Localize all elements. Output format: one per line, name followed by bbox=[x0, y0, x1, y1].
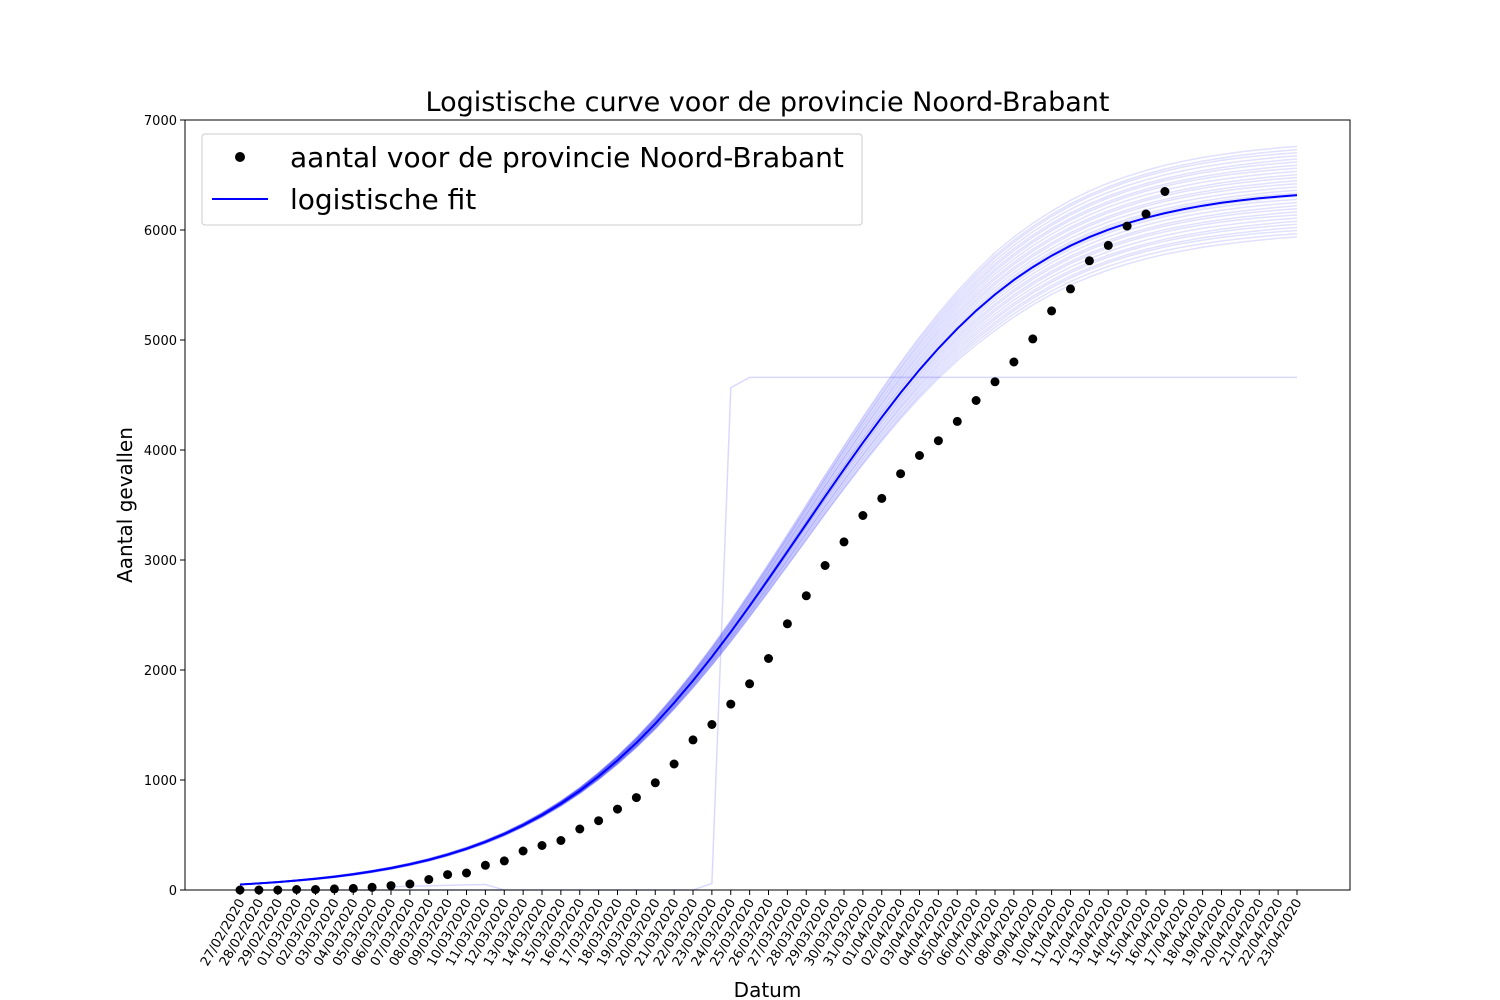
data-point bbox=[896, 469, 906, 479]
bootstrap-fit-line bbox=[239, 195, 1298, 886]
legend-label-data: aantal voor de provincie Noord-Brabant bbox=[290, 141, 844, 174]
data-point bbox=[669, 759, 679, 769]
data-point bbox=[820, 561, 830, 570]
y-tick-label: 7000 bbox=[144, 114, 177, 129]
y-tick-label: 0 bbox=[169, 884, 177, 899]
data-point bbox=[1103, 240, 1113, 250]
data-point bbox=[1028, 334, 1038, 344]
data-point bbox=[915, 451, 924, 460]
data-point bbox=[839, 537, 849, 547]
y-tick-label: 6000 bbox=[144, 224, 177, 239]
legend-label-fit: logistische fit bbox=[290, 183, 476, 216]
x-axis-ticks: 27/02/202028/02/202029/02/202001/03/2020… bbox=[198, 890, 1305, 969]
data-point bbox=[971, 396, 981, 405]
data-point bbox=[801, 591, 811, 601]
bootstrap-fit-line bbox=[239, 158, 1298, 886]
outlier-fit-line bbox=[240, 376, 1297, 891]
bootstrap-fit-line bbox=[239, 204, 1298, 886]
bootstrap-fit-lines bbox=[239, 145, 1298, 891]
y-tick-label: 5000 bbox=[144, 334, 177, 349]
bootstrap-fit-line bbox=[239, 170, 1298, 886]
data-point bbox=[933, 436, 943, 446]
data-point bbox=[499, 856, 509, 866]
data-point bbox=[1084, 256, 1094, 266]
bootstrap-fit-line bbox=[239, 226, 1298, 886]
data-point bbox=[329, 884, 339, 894]
bootstrap-fit-line bbox=[239, 161, 1298, 886]
bootstrap-fit-line bbox=[239, 211, 1298, 886]
bootstrap-fit-line bbox=[239, 223, 1298, 886]
data-point bbox=[688, 735, 698, 745]
data-point bbox=[480, 860, 490, 870]
x-axis-label: Datum bbox=[734, 978, 802, 1000]
data-point bbox=[518, 846, 528, 856]
data-point bbox=[1066, 284, 1075, 294]
y-tick-label: 2000 bbox=[144, 664, 177, 679]
logistic-fit-line bbox=[239, 194, 1298, 886]
y-axis-label: Aantal gevallen bbox=[113, 427, 137, 583]
bootstrap-fit-line bbox=[239, 229, 1298, 886]
bootstrap-fit-line bbox=[239, 220, 1298, 886]
data-point bbox=[575, 824, 585, 834]
bootstrap-fit-line bbox=[239, 201, 1298, 886]
data-point bbox=[405, 879, 415, 889]
bootstrap-fit-line bbox=[239, 189, 1298, 886]
data-point bbox=[443, 870, 453, 880]
data-point bbox=[424, 875, 434, 884]
data-point bbox=[348, 883, 358, 893]
data-point bbox=[782, 619, 792, 629]
data-point bbox=[1141, 209, 1151, 219]
data-point bbox=[745, 679, 755, 689]
data-point bbox=[613, 804, 622, 814]
bootstrap-fit-line bbox=[239, 192, 1298, 886]
data-point bbox=[990, 377, 1000, 387]
bootstrap-fit-line bbox=[239, 176, 1298, 886]
data-point bbox=[1160, 187, 1170, 196]
data-point bbox=[462, 868, 471, 878]
bootstrap-fit-line bbox=[239, 173, 1298, 886]
bootstrap-fit-line bbox=[239, 186, 1298, 886]
data-point bbox=[631, 793, 641, 803]
logistic-fit-line-group bbox=[239, 194, 1298, 886]
data-point bbox=[1047, 306, 1057, 316]
y-tick-label: 3000 bbox=[144, 554, 177, 569]
bootstrap-fit-line bbox=[239, 198, 1298, 886]
bootstrap-fit-line bbox=[239, 183, 1298, 886]
y-tick-label: 4000 bbox=[144, 444, 177, 459]
legend: aantal voor de provincie Noord-Brabant l… bbox=[201, 133, 863, 226]
data-point bbox=[764, 654, 773, 663]
data-point bbox=[594, 816, 604, 826]
bootstrap-fit-line bbox=[239, 180, 1298, 886]
y-tick-label: 1000 bbox=[144, 774, 177, 789]
chart-title: Logistische curve voor de provincie Noor… bbox=[426, 87, 1110, 118]
data-point bbox=[556, 836, 566, 845]
data-point bbox=[952, 416, 962, 426]
bootstrap-fit-line bbox=[239, 232, 1298, 886]
data-point bbox=[726, 699, 736, 709]
bootstrap-fit-line bbox=[239, 151, 1298, 886]
bootstrap-fit-line bbox=[239, 164, 1298, 886]
legend-dot-marker bbox=[235, 152, 245, 162]
data-point bbox=[858, 511, 868, 520]
data-point bbox=[650, 778, 660, 788]
data-point bbox=[707, 720, 717, 729]
bootstrap-fit-line bbox=[239, 155, 1298, 886]
data-point bbox=[877, 493, 887, 503]
data-point bbox=[1009, 357, 1019, 367]
bootstrap-fit-line bbox=[239, 167, 1298, 886]
bootstrap-fit-line bbox=[239, 148, 1298, 886]
bootstrap-fit-line bbox=[239, 208, 1298, 886]
y-axis-ticks: 0 1000 2000 3000 4000 5000 6000 7000 bbox=[144, 114, 185, 899]
plot-frame bbox=[184, 119, 1351, 891]
bootstrap-fit-line bbox=[239, 214, 1298, 886]
data-point bbox=[537, 841, 547, 850]
bootstrap-fit-line bbox=[239, 217, 1298, 886]
bootstrap-fit-line bbox=[239, 236, 1298, 886]
data-points bbox=[235, 187, 1170, 895]
legend-box bbox=[201, 133, 863, 226]
data-point bbox=[386, 881, 396, 891]
data-point bbox=[1122, 221, 1132, 231]
